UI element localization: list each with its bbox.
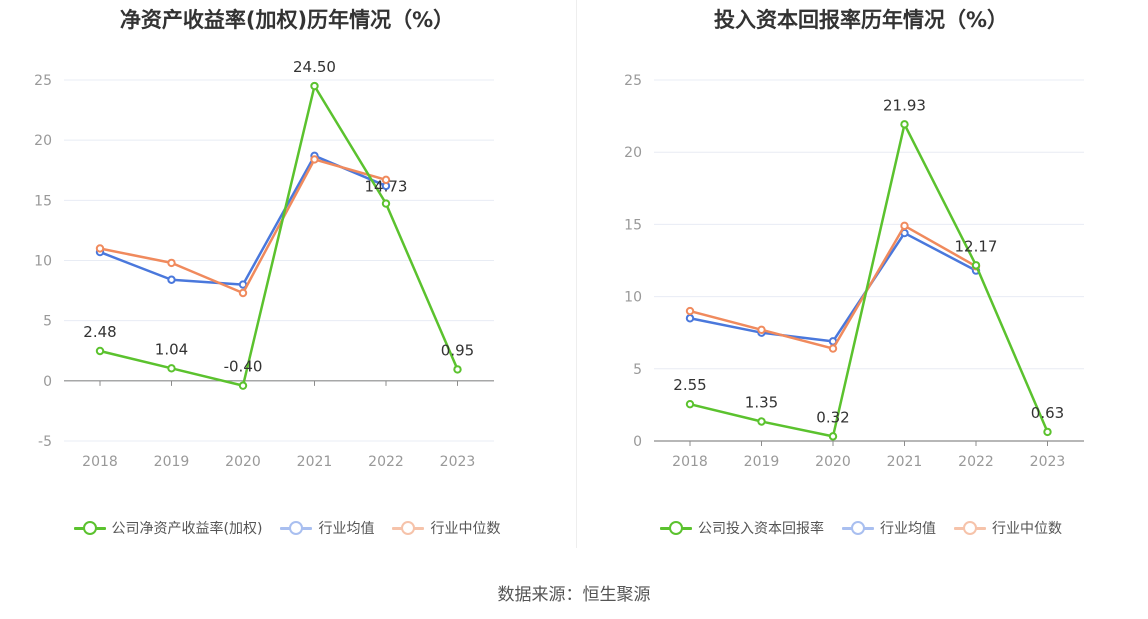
y-tick-label: 0	[633, 434, 642, 450]
legend-item-median[interactable]: 行业中位数	[392, 518, 500, 538]
data-label: 2.55	[673, 376, 706, 394]
y-tick-label: 25	[34, 73, 52, 89]
panel-divider	[576, 0, 577, 548]
legend-label: 行业均值	[880, 521, 936, 537]
x-tick-label: 2018	[82, 454, 118, 470]
legend-marker-icon	[842, 521, 874, 535]
x-tick-label: 2022	[958, 454, 994, 470]
y-tick-label: 15	[34, 193, 52, 209]
data-point-median[interactable]	[685, 306, 695, 316]
data-point-company[interactable]	[828, 432, 838, 441]
legend-label: 公司净资产收益率(加权)	[111, 521, 263, 537]
series-line-company	[99, 84, 459, 387]
legend-marker-icon	[392, 521, 425, 535]
data-label: 24.50	[293, 58, 336, 76]
series-line-median	[689, 224, 977, 350]
legend-label: 行业中位数	[430, 521, 501, 537]
data-point-median[interactable]	[828, 344, 838, 353]
x-tick-label: 2021	[887, 454, 923, 470]
chart-legend: 公司净资产收益率(加权) 行业均值 行业中位数	[0, 518, 574, 538]
data-point-company[interactable]	[453, 365, 462, 374]
legend-label: 行业中位数	[992, 521, 1062, 537]
legend-item-company[interactable]: 公司净资产收益率(加权)	[73, 518, 263, 538]
legend-marker-icon	[660, 521, 692, 535]
data-point-median[interactable]	[757, 325, 766, 335]
x-tick-label: 2019	[744, 454, 780, 470]
data-point-median[interactable]	[381, 175, 391, 185]
data-point-company[interactable]	[95, 346, 105, 356]
y-tick-label: -5	[38, 434, 52, 450]
data-point-company[interactable]	[900, 120, 909, 129]
series-line-avg	[99, 154, 387, 286]
data-point-median[interactable]	[900, 221, 909, 231]
series-line-avg	[689, 231, 977, 343]
legend-item-company[interactable]: 公司投入资本回报率	[660, 518, 824, 538]
data-label: 2.48	[83, 323, 116, 341]
data-point-median[interactable]	[95, 244, 105, 253]
chart-title: 净资产收益率(加权)历年情况（%）	[119, 8, 455, 32]
data-point-company[interactable]	[757, 417, 766, 426]
data-source-note: 数据来源：恒生聚源	[497, 585, 651, 605]
legend-marker-icon	[280, 521, 313, 535]
chart-title: 投入资本回报率历年情况（%）	[713, 8, 1009, 32]
y-tick-label: 5	[633, 362, 642, 378]
legend-marker-icon	[73, 521, 106, 535]
data-point-company[interactable]	[310, 81, 319, 91]
roic-line-chart: 0 5 10 15 20 25 2018 2019 2020 2021 2022 2023 2.55 1.…	[624, 73, 1084, 470]
legend-item-avg[interactable]: 行业均值	[842, 518, 936, 538]
y-tick-label: 20	[34, 133, 52, 149]
legend-marker-icon	[954, 521, 986, 535]
chart-legend: 公司投入资本回报率 行业均值 行业中位数	[574, 518, 1148, 538]
y-tick-label: 25	[624, 73, 642, 89]
data-label: 21.93	[883, 96, 926, 114]
x-tick-label: 2020	[815, 454, 851, 470]
y-tick-label: 15	[624, 217, 642, 233]
data-point-median[interactable]	[310, 155, 319, 164]
x-tick-label: 2020	[225, 454, 261, 470]
x-tick-label: 2023	[440, 454, 476, 470]
data-point-median[interactable]	[167, 258, 176, 268]
legend-item-avg[interactable]: 行业均值	[280, 518, 374, 538]
x-tick-label: 2018	[672, 454, 708, 470]
data-label: 1.04	[155, 340, 188, 358]
y-tick-label: 5	[43, 314, 52, 330]
y-tick-label: 10	[624, 290, 642, 306]
series-line-company	[689, 123, 1049, 438]
data-point-avg[interactable]	[685, 314, 695, 323]
data-point-median[interactable]	[238, 288, 248, 298]
data-label: 12.17	[955, 237, 998, 255]
data-point-company[interactable]	[1043, 427, 1052, 437]
data-label: 0.63	[1031, 404, 1064, 422]
x-tick-label: 2021	[297, 454, 333, 470]
data-point-company[interactable]	[971, 261, 981, 270]
data-point-company[interactable]	[685, 399, 695, 409]
series-line-median	[99, 158, 387, 295]
x-tick-label: 2023	[1030, 454, 1066, 470]
legend-label: 公司投入资本回报率	[698, 521, 824, 537]
x-tick-label: 2019	[154, 454, 190, 470]
roe-line-chart: -5 0 5 10 15 20 25 2018 2019 2020 2021 2022 2023 2.48…	[34, 58, 494, 470]
data-label: 14.73	[365, 178, 408, 196]
data-label: 1.35	[745, 394, 778, 412]
data-point-avg[interactable]	[167, 275, 176, 284]
x-tick-label: 2022	[368, 454, 404, 470]
roe-chart-panel: 净资产收益率(加权)历年情况（%） -5 0 5 10 15 20 25 2018 2019 20…	[0, 0, 574, 560]
data-label: 0.32	[816, 408, 849, 426]
y-tick-label: 0	[43, 374, 52, 390]
data-label: 0.95	[441, 341, 474, 359]
legend-label: 行业均值	[318, 521, 375, 537]
y-tick-label: 10	[34, 254, 52, 270]
data-point-company[interactable]	[238, 381, 248, 390]
data-point-company[interactable]	[167, 364, 176, 373]
roic-chart-panel: 投入资本回报率历年情况（%） 0 5 10 15 20 25 2018 2019 2020 202…	[574, 0, 1148, 560]
data-point-company[interactable]	[381, 199, 391, 208]
y-tick-label: 20	[624, 145, 642, 161]
data-label: -0.40	[224, 358, 263, 376]
legend-item-median[interactable]: 行业中位数	[954, 518, 1062, 538]
